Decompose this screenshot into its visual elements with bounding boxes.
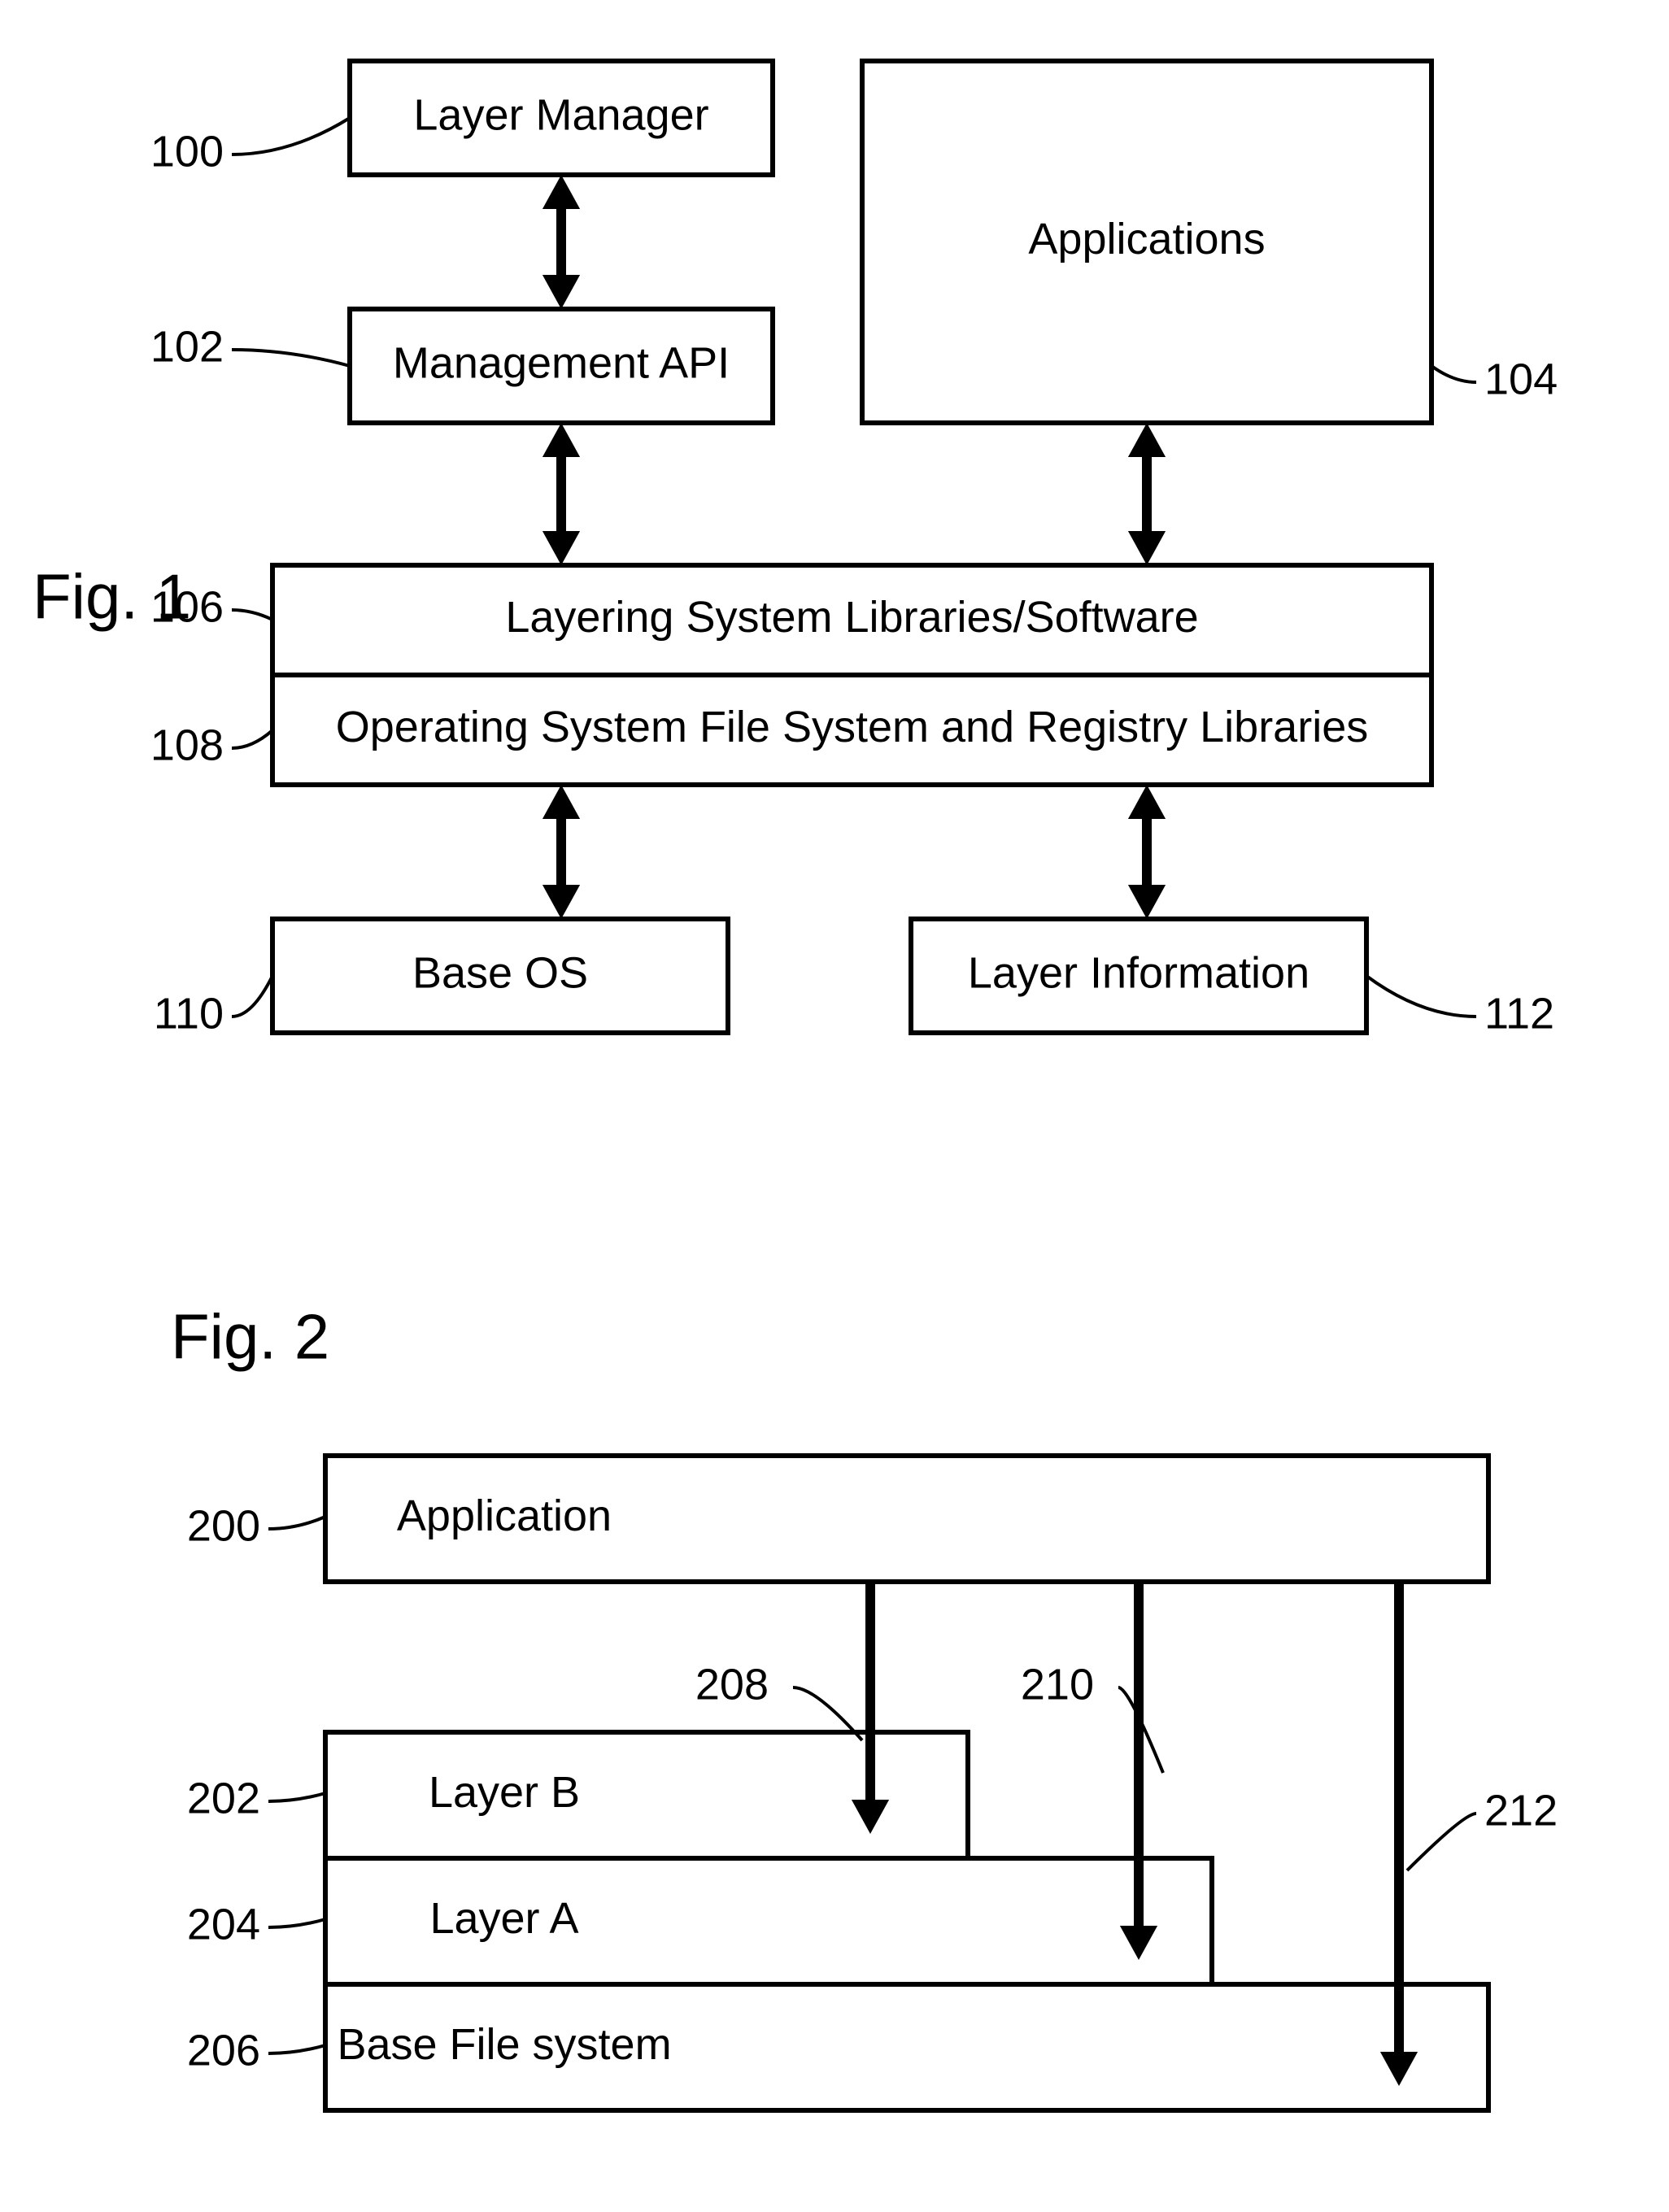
ref-204: 204 (187, 1900, 260, 1949)
ref-202: 202 (187, 1774, 260, 1822)
leader-204 (268, 1919, 325, 1927)
fig2-layer_a-label: Layer A (429, 1894, 578, 1943)
fig2-application-label: Application (397, 1491, 612, 1540)
ref-100: 100 (150, 127, 224, 176)
fig2-title: Fig. 2 (171, 1301, 329, 1373)
leader-206 (268, 2045, 325, 2053)
leader-106 (232, 610, 272, 620)
arrowhead (1128, 885, 1166, 919)
leader-102 (232, 350, 350, 366)
leader-200 (268, 1517, 325, 1529)
leader-104 (1432, 366, 1476, 382)
leader-108 (232, 730, 272, 748)
ref-106: 106 (150, 582, 224, 631)
ref-102: 102 (150, 322, 224, 371)
ref-210: 210 (1021, 1660, 1094, 1709)
ref-112: 112 (1484, 989, 1554, 1038)
fig1-base_os-label: Base OS (412, 948, 588, 997)
leader-212 (1407, 1814, 1476, 1870)
ref-208: 208 (695, 1660, 769, 1709)
fig1-layer_info-label: Layer Information (968, 948, 1309, 997)
fig1-applications-label: Applications (1028, 215, 1265, 263)
leader-202 (268, 1793, 325, 1801)
ref-212: 212 (1484, 1786, 1558, 1835)
arrowhead (543, 785, 580, 819)
leader-110 (232, 976, 272, 1017)
fig2-layer_b-label: Layer B (429, 1768, 580, 1817)
arrowhead (543, 423, 580, 457)
arrowhead (543, 175, 580, 209)
arrowhead (1128, 423, 1166, 457)
arrowhead (543, 275, 580, 309)
fig1-management_api-label: Management API (393, 338, 730, 387)
fig1-layering_lib-label: Layering System Libraries/Software (505, 593, 1198, 642)
ref-108: 108 (150, 721, 224, 769)
arrowhead (1128, 785, 1166, 819)
leader-112 (1366, 976, 1476, 1017)
fig1-layer_manager-label: Layer Manager (413, 90, 708, 139)
ref-104: 104 (1484, 355, 1558, 403)
leader-100 (232, 118, 350, 155)
arrowhead (543, 531, 580, 565)
ref-206: 206 (187, 2026, 260, 2075)
arrowhead (543, 885, 580, 919)
fig2-base_fs-label: Base File system (337, 2020, 671, 2069)
fig1-os_registry-label: Operating System File System and Registr… (336, 703, 1368, 751)
arrowhead (1128, 531, 1166, 565)
ref-110: 110 (154, 989, 224, 1038)
ref-200: 200 (187, 1501, 260, 1550)
